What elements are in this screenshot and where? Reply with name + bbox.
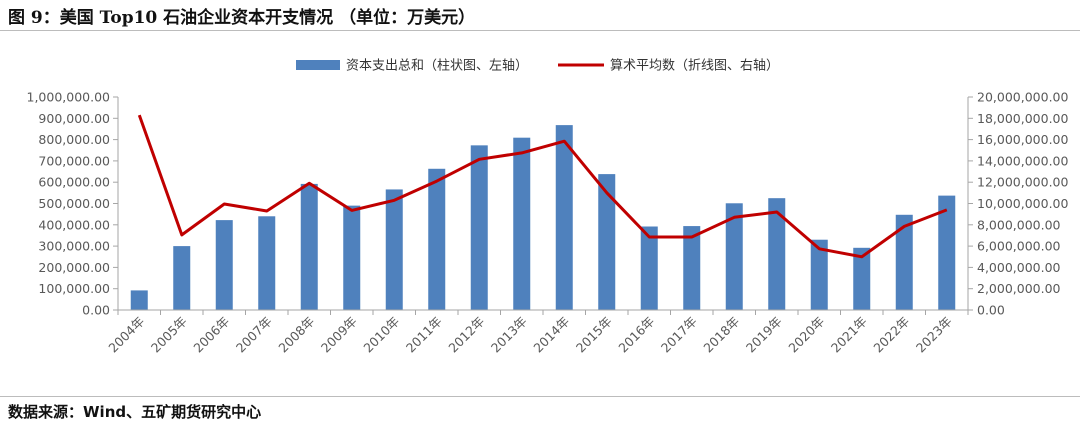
bar	[130, 290, 148, 310]
x-tick-label: 2017年	[658, 314, 700, 356]
x-tick-label: 2010年	[360, 314, 402, 356]
bar	[598, 174, 616, 310]
bar	[555, 125, 573, 310]
x-tick-label: 2011年	[403, 314, 445, 356]
left-tick-label: 300,000.00	[38, 239, 110, 254]
x-axis: 2004年 2005年 2006年 2007年 2008年 2009年 2010年 2011年…	[105, 309, 969, 356]
bar	[810, 239, 828, 310]
right-tick-label: 18,000,000.00	[977, 111, 1068, 126]
x-tick-label: 2008年	[275, 314, 317, 356]
left-tick-label: 200,000.00	[38, 260, 110, 275]
right-tick-label: 20,000,000.00	[977, 90, 1068, 105]
right-tick-label: 16,000,000.00	[977, 132, 1068, 147]
bar-series	[130, 125, 956, 310]
x-tick-label: 2006年	[190, 314, 232, 356]
bar	[768, 198, 786, 310]
x-tick-label: 2022年	[870, 314, 912, 356]
left-tick-label: 600,000.00	[38, 175, 110, 190]
right-tick-label: 12,000,000.00	[977, 175, 1068, 190]
bar	[385, 189, 403, 310]
bar	[895, 214, 913, 310]
bar	[513, 137, 531, 310]
x-tick-label: 2012年	[445, 314, 487, 356]
x-tick-label: 2020年	[785, 314, 827, 356]
source-note: 数据来源：Wind、五矿期货研究中心	[8, 403, 262, 421]
title-divider	[0, 30, 1080, 31]
legend-label-bar: 资本支出总和（柱状图、左轴）	[346, 59, 528, 74]
x-tick-label: 2004年	[105, 314, 147, 356]
bar	[173, 246, 191, 310]
bar	[343, 205, 361, 310]
x-tick-label: 2021年	[828, 314, 870, 356]
x-tick-label: 2009年	[318, 314, 360, 356]
left-tick-label: 800,000.00	[38, 132, 110, 147]
right-axis: 0.00 2,000,000.00 4,000,000.00 6,000,000.00…	[967, 90, 1068, 318]
line-series	[137, 114, 948, 259]
legend-swatch-bar	[296, 60, 340, 70]
x-tick-label: 2019年	[743, 314, 785, 356]
average-line	[137, 114, 948, 259]
right-tick-label: 8,000,000.00	[977, 217, 1061, 232]
left-tick-label: 400,000.00	[38, 217, 110, 232]
left-tick-label: 0.00	[82, 303, 110, 318]
bar	[725, 203, 743, 310]
right-tick-label: 4,000,000.00	[977, 260, 1061, 275]
left-tick-label: 500,000.00	[38, 196, 110, 211]
right-tick-label: 6,000,000.00	[977, 239, 1061, 254]
x-tick-label: 2005年	[148, 314, 190, 356]
x-tick-label: 2013年	[488, 314, 530, 356]
chart-canvas: 资本支出总和（柱状图、左轴） 算术平均数（折线图、右轴） 0.00 100,000…	[27, 59, 1069, 356]
bar	[470, 145, 488, 310]
x-tick-label: 2018年	[700, 314, 742, 356]
right-tick-label: 10,000,000.00	[977, 196, 1068, 211]
bar	[938, 195, 956, 310]
bar	[215, 220, 233, 310]
x-tick-label: 2007年	[233, 314, 275, 356]
left-axis: 0.00 100,000.00 200,000.00 300,000.00 400,00…	[27, 90, 119, 318]
chart-title: 图 9：美国 Top10 石油企业资本开支情况 （单位：万美元）	[8, 8, 476, 28]
left-tick-label: 700,000.00	[38, 153, 110, 168]
bar	[428, 168, 446, 310]
legend: 资本支出总和（柱状图、左轴） 算术平均数（折线图、右轴）	[296, 59, 779, 74]
x-tick-label: 2016年	[615, 314, 657, 356]
left-tick-label: 100,000.00	[38, 281, 110, 296]
x-tick-label: 2015年	[573, 314, 615, 356]
x-tick-label: 2023年	[913, 314, 955, 356]
x-tick-label: 2014年	[530, 314, 572, 356]
bar	[640, 226, 658, 310]
right-tick-label: 0.00	[977, 303, 1005, 318]
legend-label-line: 算术平均数（折线图、右轴）	[610, 59, 779, 74]
left-tick-label: 900,000.00	[38, 111, 110, 126]
right-tick-label: 14,000,000.00	[977, 153, 1068, 168]
footer-divider	[0, 396, 1080, 397]
right-tick-label: 2,000,000.00	[977, 281, 1061, 296]
bar	[683, 226, 701, 310]
bar	[853, 247, 871, 310]
left-tick-label: 1,000,000.00	[27, 90, 111, 105]
bar	[300, 183, 318, 310]
bar	[258, 216, 276, 310]
